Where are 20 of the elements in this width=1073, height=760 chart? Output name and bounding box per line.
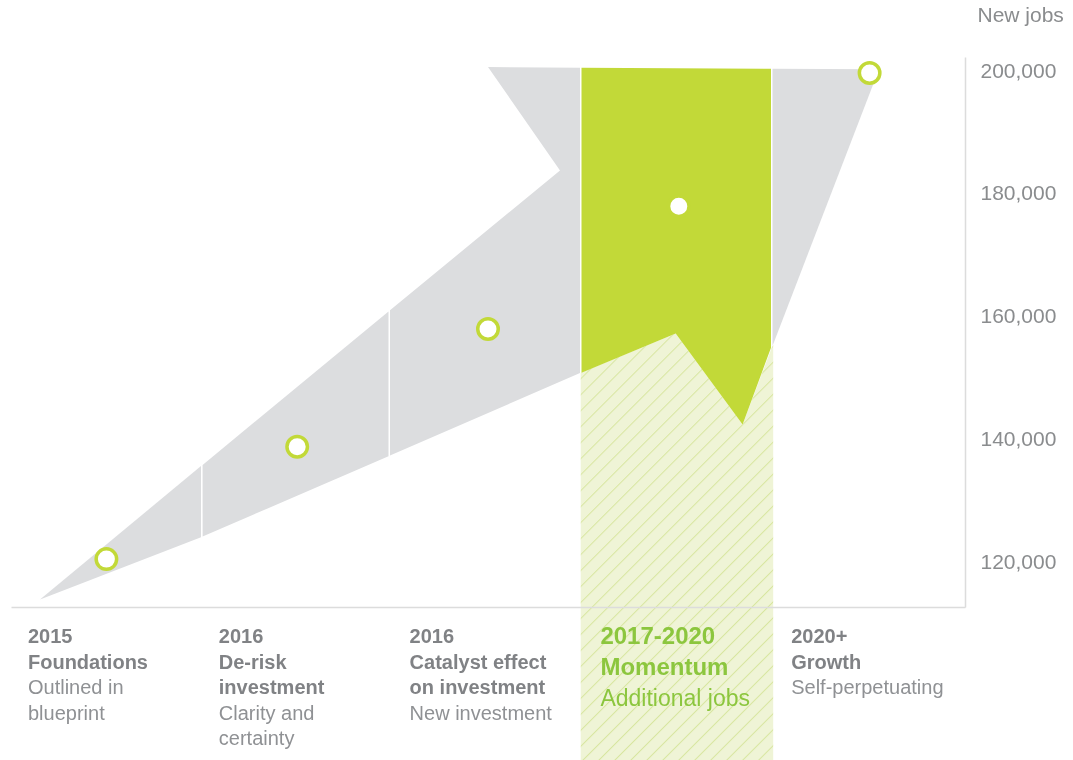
y-tick-label: 120,000 — [980, 549, 1057, 573]
x-tick-label: 2016 Catalyst effect on investment — [409, 625, 547, 698]
y-tick-label: 180,000 — [980, 181, 1057, 205]
point — [285, 434, 310, 459]
y-tick-label: 200,000 — [980, 58, 1057, 82]
text: Outlined in blueprint — [28, 676, 124, 724]
x-tick-label: 2015 Foundations — [28, 625, 148, 673]
point — [857, 60, 882, 85]
text: Self-perpetuating — [791, 676, 944, 698]
text: New investment — [409, 701, 553, 724]
text: Additional jobs — [600, 685, 751, 711]
x-tick-label: 2020+ Growth — [791, 625, 862, 673]
x-tick-label: 2016 De-risk investment — [218, 625, 325, 698]
point — [94, 547, 119, 572]
x-tick-label: 2017-2020 Momentum — [600, 622, 729, 680]
point — [476, 316, 500, 341]
y-tick-label: 140,000 — [980, 426, 1057, 450]
y-axis-title: New jobs — [977, 2, 1064, 26]
y-tick-label: 160,000 — [980, 304, 1057, 328]
text: Clarity and certainty — [218, 701, 315, 749]
